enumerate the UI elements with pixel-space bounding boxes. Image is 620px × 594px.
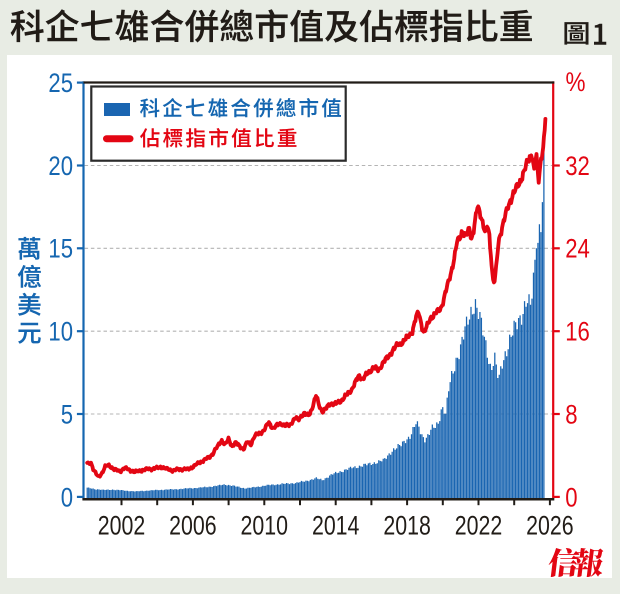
svg-text:2014: 2014 bbox=[312, 511, 360, 541]
svg-text:5: 5 bbox=[61, 399, 73, 429]
svg-text:%: % bbox=[566, 67, 586, 97]
svg-text:0: 0 bbox=[61, 482, 73, 512]
svg-text:25: 25 bbox=[48, 68, 73, 98]
svg-text:2018: 2018 bbox=[383, 511, 431, 541]
svg-text:8: 8 bbox=[565, 399, 577, 429]
svg-text:2002: 2002 bbox=[98, 511, 146, 541]
svg-text:24: 24 bbox=[565, 234, 590, 264]
svg-text:2022: 2022 bbox=[455, 511, 503, 541]
svg-text:32: 32 bbox=[565, 151, 590, 181]
svg-text:15: 15 bbox=[48, 234, 73, 264]
svg-text:2026: 2026 bbox=[526, 511, 574, 541]
svg-text:0: 0 bbox=[565, 482, 577, 512]
svg-text:16: 16 bbox=[565, 317, 590, 347]
svg-text:10: 10 bbox=[48, 317, 73, 347]
svg-text:2006: 2006 bbox=[169, 511, 217, 541]
svg-text:20: 20 bbox=[48, 151, 73, 181]
svg-text:2010: 2010 bbox=[241, 511, 288, 541]
